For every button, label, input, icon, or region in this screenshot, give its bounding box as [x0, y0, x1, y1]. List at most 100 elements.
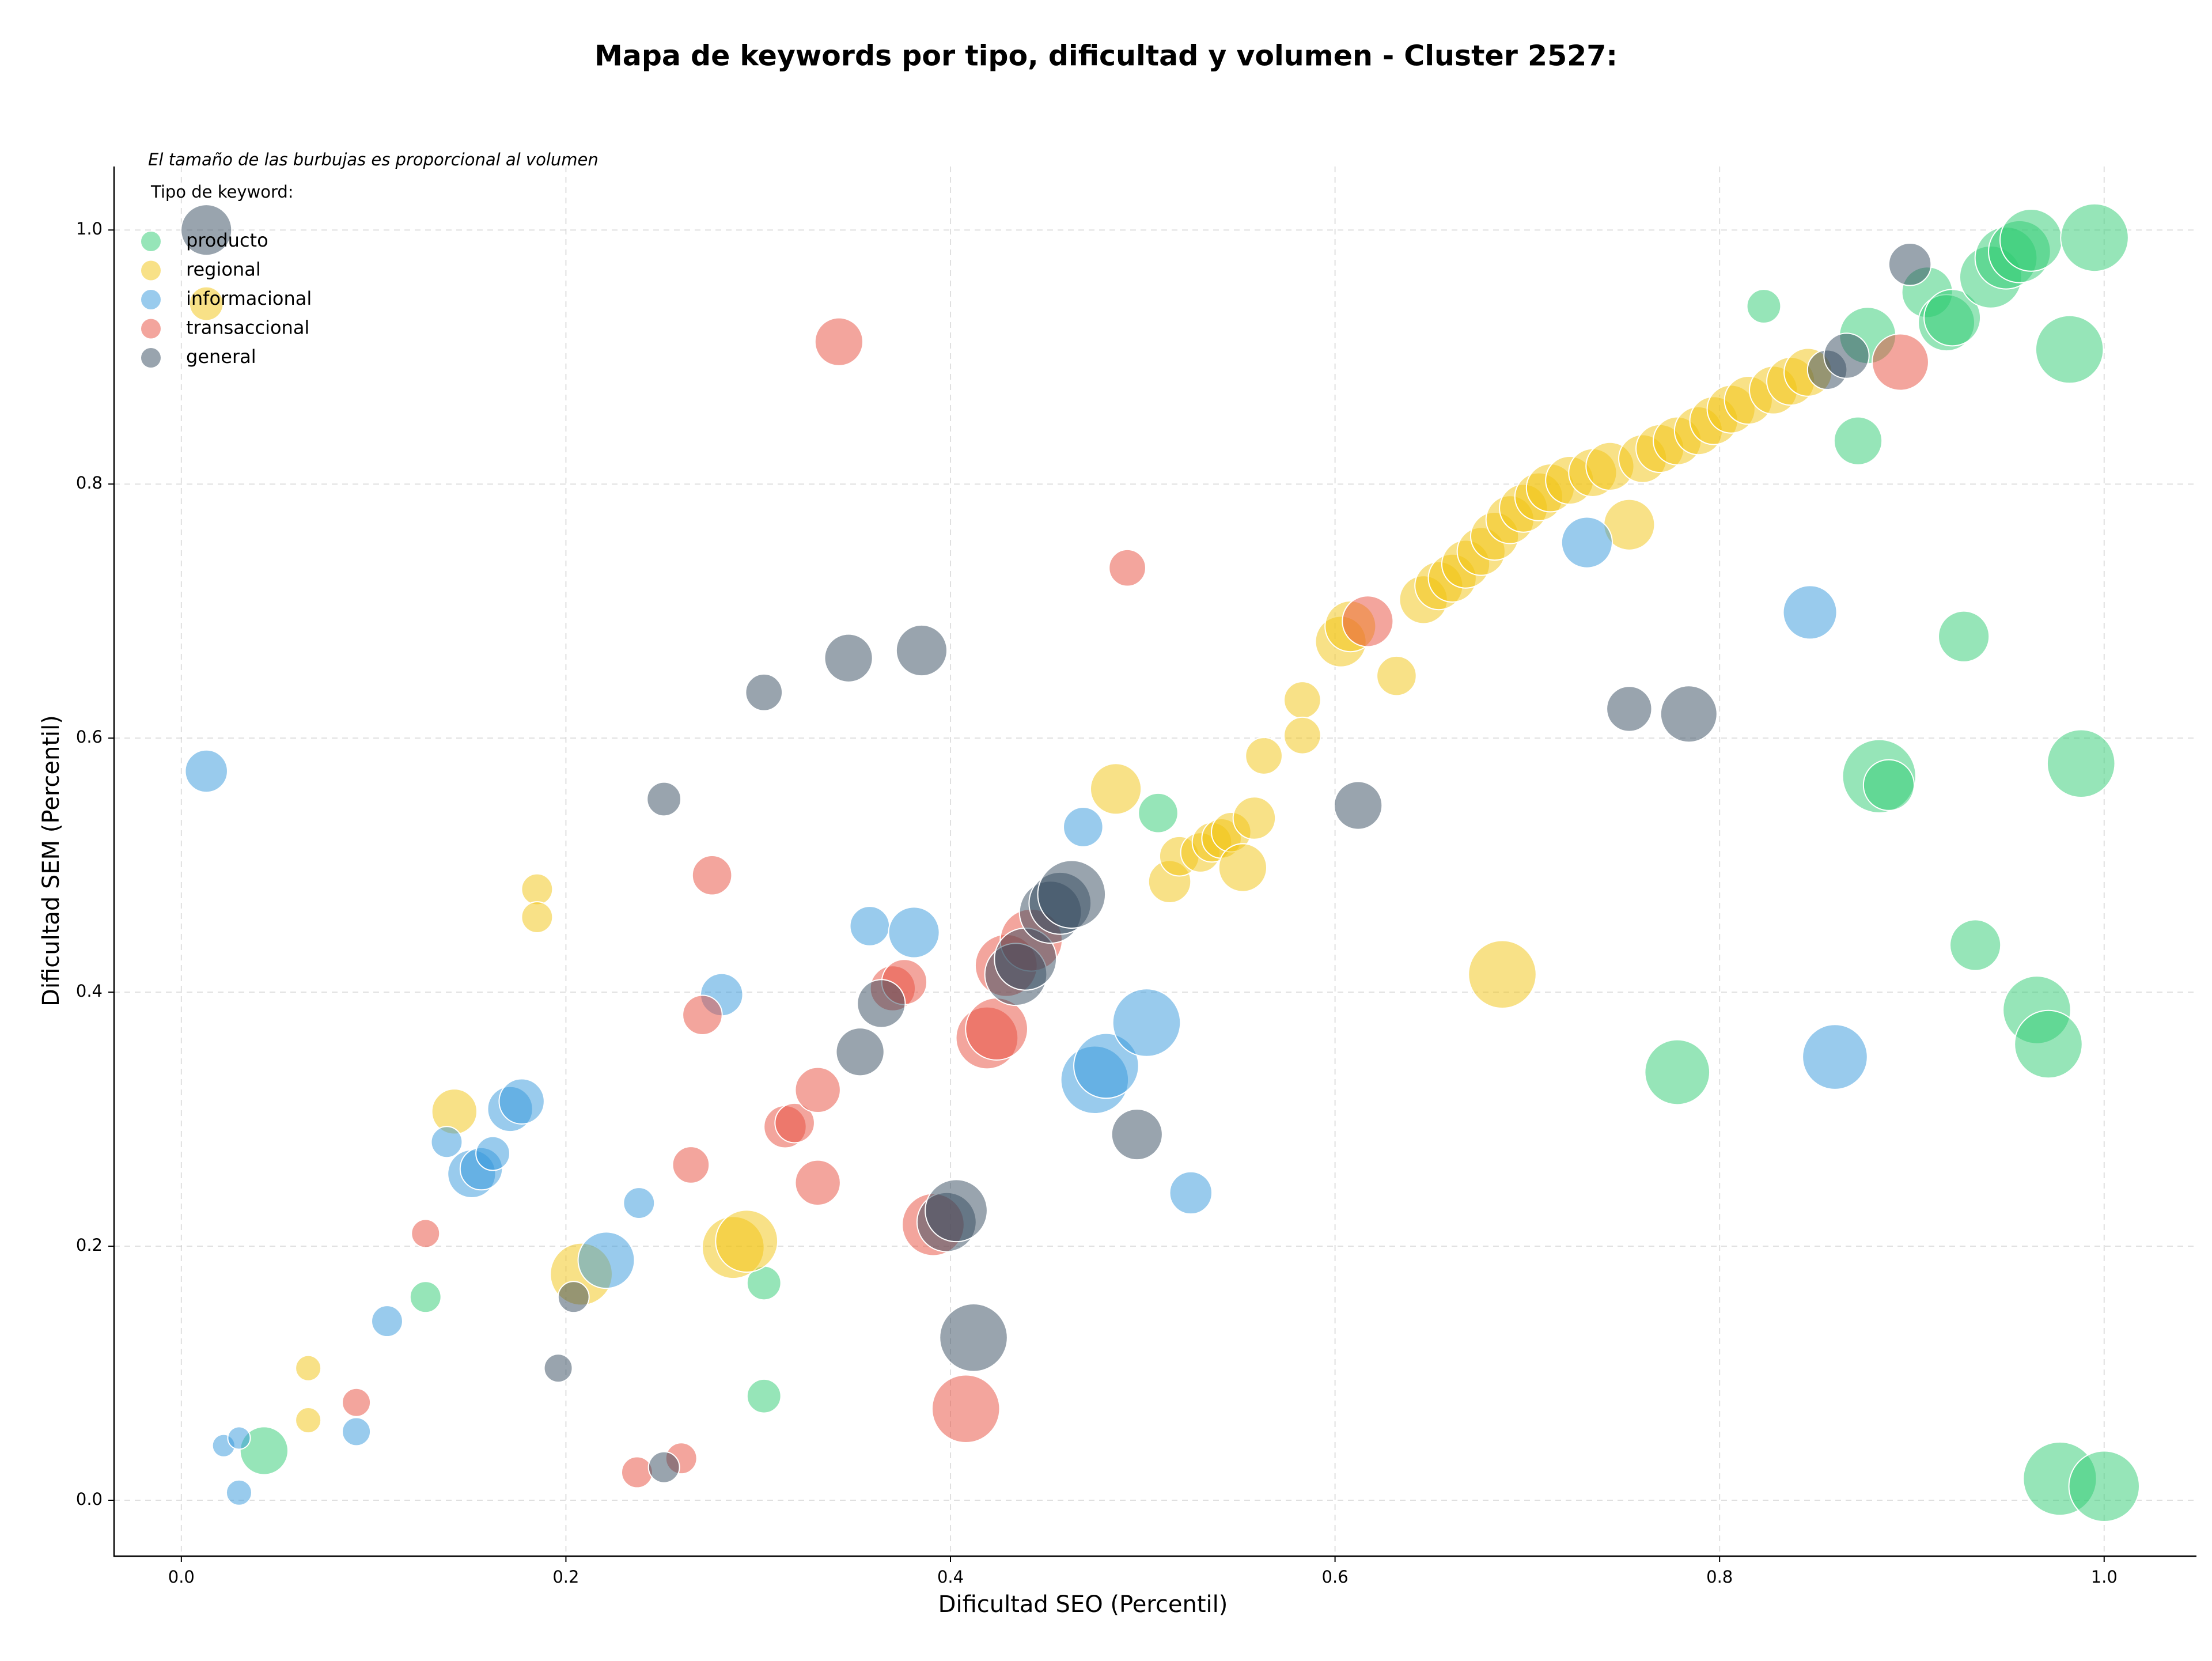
bubble [498, 1078, 545, 1125]
x-tick-label: 0.8 [1706, 1567, 1733, 1587]
bubble [239, 1426, 289, 1475]
bubble [521, 901, 554, 933]
legend-marker [141, 348, 161, 368]
bubble [1112, 988, 1181, 1057]
y-axis-label: Dificultad SEM (Percentil) [38, 715, 65, 1007]
bubble [794, 1159, 841, 1206]
legend-title: Tipo de keyword: [150, 182, 294, 202]
bubble [227, 1426, 251, 1450]
bubble [1999, 208, 2063, 272]
bubble [814, 317, 864, 366]
bubble [746, 1378, 782, 1414]
bubble [1334, 781, 1383, 830]
bubble [543, 1353, 573, 1383]
legend: producto regional informacional transaccion… [141, 229, 312, 368]
legend-marker [141, 319, 161, 339]
bubble [794, 1066, 841, 1114]
bubble [295, 1407, 322, 1434]
bubble [682, 994, 723, 1036]
bubble [1245, 737, 1283, 775]
y-tick-label: 0.8 [76, 473, 103, 493]
bubble [691, 854, 733, 896]
y-tick-label: 1.0 [76, 219, 103, 239]
x-tick-label: 1.0 [2091, 1567, 2118, 1587]
bubble [475, 1136, 510, 1171]
x-tick-label: 0.2 [552, 1567, 579, 1587]
bubble [1949, 919, 2002, 971]
bubble [1169, 1171, 1213, 1215]
legend-marker [141, 290, 161, 309]
x-tick-label: 0.6 [1322, 1567, 1349, 1587]
bubble [715, 1209, 779, 1273]
bubble [1606, 686, 1653, 732]
bubble [2046, 729, 2116, 799]
bubble [824, 633, 873, 683]
bubble [1073, 1032, 1139, 1099]
bubble [225, 1479, 253, 1506]
bubble [180, 204, 233, 256]
bubble [1871, 333, 1929, 391]
bubble [774, 1102, 815, 1144]
bubble [1938, 610, 1990, 663]
bubble [184, 749, 228, 793]
size-note: El tamaño de las burbujas es proporciona… [148, 150, 599, 169]
bubble [557, 1281, 590, 1314]
bubble [1888, 243, 1932, 286]
x-tick-label: 0.0 [168, 1567, 195, 1587]
bubble [1644, 1039, 1711, 1106]
bubble [1283, 716, 1321, 755]
bubble [1376, 655, 1417, 697]
bubble [888, 906, 940, 959]
bubble [411, 1219, 441, 1248]
bubble [1108, 548, 1146, 587]
bubble [745, 673, 783, 712]
bubble [646, 781, 682, 817]
bubble [1833, 416, 1883, 466]
bubble [647, 1451, 680, 1484]
bubble [1660, 685, 1718, 743]
bubble [342, 1387, 372, 1417]
bubble [672, 1146, 710, 1184]
bubble [939, 1303, 1008, 1372]
y-tick-label: 0.6 [76, 727, 103, 747]
bubble [342, 1417, 372, 1447]
bubble [1063, 807, 1104, 847]
bubble [371, 1305, 403, 1338]
bubble [1232, 796, 1277, 840]
y-tick-label: 0.4 [76, 981, 103, 1001]
legend-label: transaccional [186, 317, 309, 339]
bubble [895, 624, 948, 677]
bubble [925, 1179, 988, 1243]
legend-label: regional [186, 259, 261, 281]
bubble [857, 979, 906, 1028]
chart-title: Mapa de keywords por tipo, dificultad y … [594, 40, 1618, 73]
bubble [1823, 332, 1870, 379]
plot-area [114, 167, 2196, 1556]
bubble [521, 873, 554, 906]
bubble [1089, 763, 1142, 815]
bubble [295, 1354, 322, 1382]
y-tick-label: 0.2 [76, 1235, 103, 1255]
bubble [1138, 792, 1179, 834]
bubble [931, 1374, 1001, 1444]
legend-label: general [186, 346, 256, 368]
bubble [2068, 1450, 2141, 1522]
bubble [1560, 516, 1613, 569]
bubble [623, 1187, 656, 1220]
bubble [2014, 1009, 2083, 1079]
bubble [1037, 860, 1107, 929]
bubble [849, 906, 891, 947]
bubble [1342, 595, 1394, 648]
bubble [1802, 1024, 1868, 1090]
x-axis-label: Dificultad SEO (Percentil) [938, 1591, 1228, 1618]
legend-marker [141, 260, 161, 281]
x-tick-label: 0.4 [937, 1567, 964, 1587]
bubble [577, 1231, 635, 1289]
bubble [1218, 843, 1268, 892]
bubble [188, 286, 224, 321]
legend-label: producto [186, 229, 268, 251]
bubble [1283, 681, 1321, 719]
bubble [1782, 585, 1838, 640]
bubble [430, 1126, 463, 1159]
bubble [431, 1088, 478, 1135]
